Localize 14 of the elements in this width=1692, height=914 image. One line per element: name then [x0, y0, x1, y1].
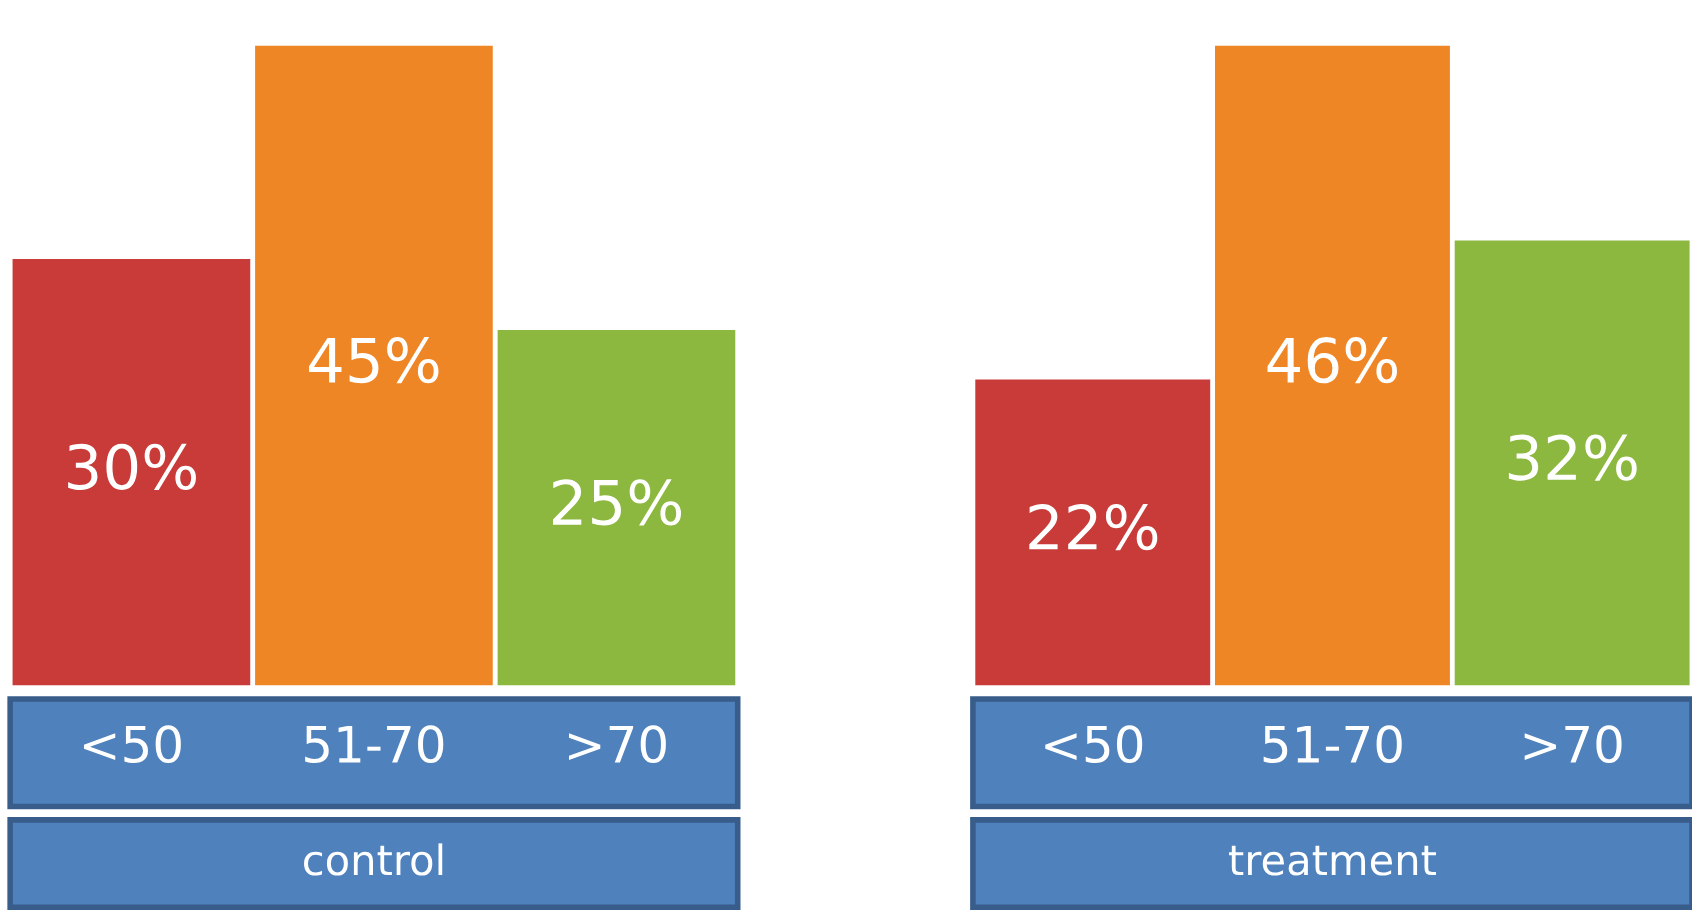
data-label: 45% — [309, 337, 439, 384]
x-tick-label: 51-70 — [305, 725, 444, 764]
text: treatment — [1229, 845, 1436, 876]
text: control — [304, 843, 443, 876]
x-tick-label: <50 — [83, 725, 181, 764]
data-label: 22% — [1029, 504, 1158, 551]
x-tick-label: 51-70 — [1263, 725, 1402, 764]
x-tick-label: >70 — [1524, 725, 1622, 764]
x-tick-label: >70 — [568, 725, 666, 764]
data-label: 25% — [553, 479, 681, 526]
x-tick-label: <50 — [1045, 725, 1143, 764]
data-label: 46% — [1267, 337, 1397, 384]
data-label: 32% — [1508, 434, 1637, 481]
data-label: 30% — [68, 443, 196, 490]
